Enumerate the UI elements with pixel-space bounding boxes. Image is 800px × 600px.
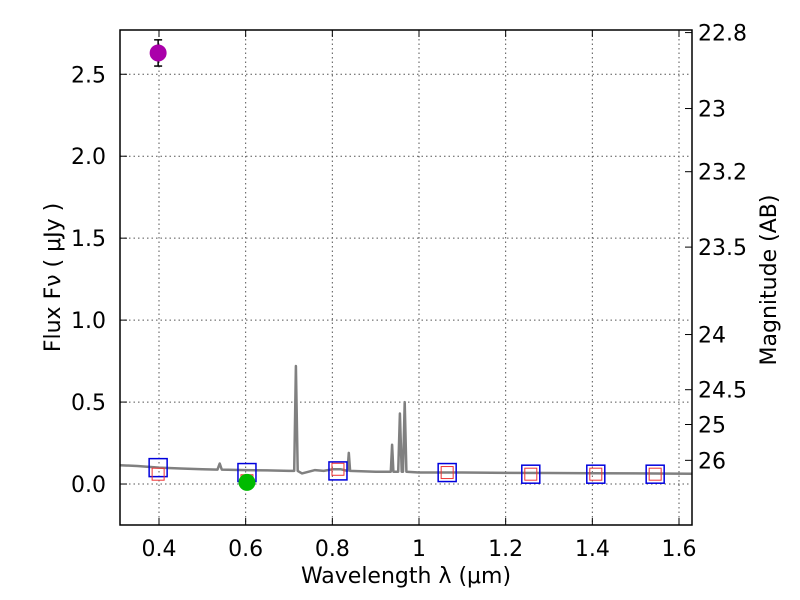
model-photometry-square (328, 461, 348, 481)
x-tick-label: 0.6 (228, 537, 263, 562)
y-tick-label: 1.5 (71, 227, 106, 252)
y2-tick-label: 24 (698, 324, 726, 349)
x-tick-label: 1.6 (662, 537, 697, 562)
model-photometry-square (645, 464, 665, 484)
x-tick-label: 1 (412, 537, 426, 562)
y-tick-label: 0.0 (71, 473, 106, 498)
y2-tick-label: 26 (698, 449, 726, 474)
y2-tick-label: 24.5 (698, 379, 747, 404)
y2-tick-label: 23.5 (698, 236, 747, 261)
x-tick-label: 1.2 (488, 537, 523, 562)
model-spectrum-line (119, 364, 693, 475)
x-tick-label: 0.4 (142, 537, 177, 562)
model-photometry-square (148, 457, 168, 478)
model-photometry-square (521, 464, 541, 484)
y2-axis-label: Magnitude (AB) (757, 195, 782, 366)
y-axis-label: Flux Fν ( μJy ) (41, 203, 66, 352)
y2-tick-label: 25 (698, 414, 726, 439)
observed-photometry-square (648, 467, 662, 481)
y-axis-ticks: 0.0 0.5 1.0 1.5 2.0 2.5 (71, 63, 127, 498)
y-tick-label: 1.0 (71, 309, 106, 334)
x-axis-ticks: 0.4 0.6 0.8 1 1.2 1.4 1.6 (142, 30, 697, 562)
y2-axis-ticks: 22.8 23 23.2 23.5 24 24.5 25 26 (685, 22, 747, 474)
observed-photometry-square (524, 467, 538, 481)
model-photometry-square (586, 464, 606, 484)
y-tick-label: 0.5 (71, 391, 106, 416)
plot-frame (119, 29, 693, 526)
y2-tick-label: 23.2 (698, 161, 747, 186)
grid-lines (120, 30, 692, 525)
y2-tick-label: 22.8 (698, 22, 747, 47)
observed-photometry-square (589, 467, 603, 481)
detection-point (149, 44, 167, 62)
observed-photometry-square (440, 466, 454, 480)
model-spectrum (119, 364, 693, 475)
x-tick-label: 1.4 (575, 537, 610, 562)
observed-photometry-square (151, 467, 165, 481)
x-axis-label: Wavelength λ (μm) (301, 564, 511, 589)
photometry-markers (148, 39, 665, 491)
y-tick-label: 2.0 (71, 145, 106, 170)
model-photometry-square (437, 462, 457, 483)
observed-photometry-square (331, 462, 345, 476)
detection-point (238, 473, 256, 491)
x-tick-label: 0.8 (315, 537, 350, 562)
y-tick-label: 2.5 (71, 63, 106, 88)
y2-tick-label: 23 (698, 98, 726, 123)
